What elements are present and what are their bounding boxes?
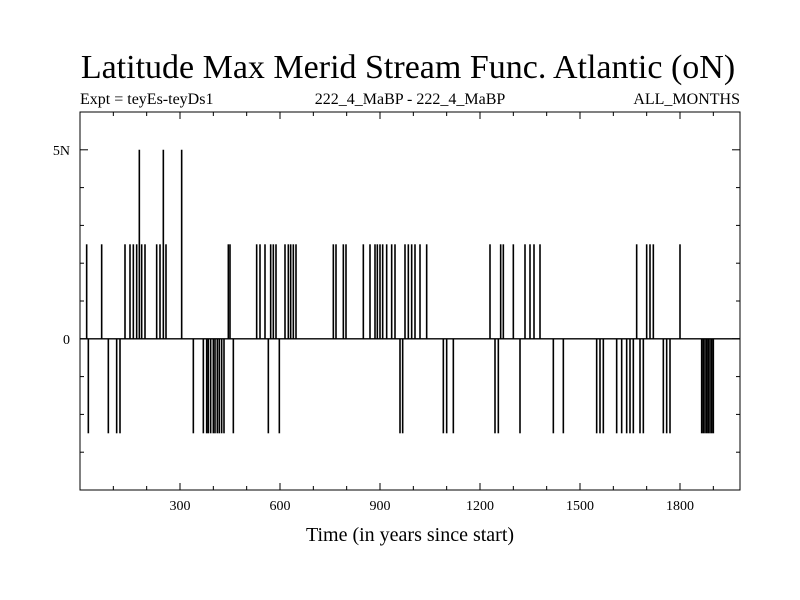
x-tick-label: 900 — [370, 499, 391, 514]
x-axis-label: Time (in years since start) — [306, 524, 514, 546]
x-tick-label: 600 — [270, 499, 291, 514]
data-marks — [80, 149, 740, 434]
subtitle-period: 222_4_MaBP - 222_4_MaBP — [315, 91, 506, 108]
plot-frame — [79, 111, 741, 491]
axis-ticks: 300 600 900 1200 1500 1800 0 5N — [53, 112, 740, 514]
subtitle-expt: Expt = teyEs-teyDs1 — [80, 91, 213, 108]
x-tick-label: 1200 — [466, 499, 494, 514]
x-tick-label: 1800 — [666, 499, 694, 514]
chart-title: Latitude Max Merid Stream Func. Atlantic… — [81, 49, 735, 86]
x-tick-label: 1500 — [566, 499, 594, 514]
y-tick-label: 0 — [63, 333, 70, 348]
subtitle-months: ALL_MONTHS — [633, 91, 740, 108]
x-tick-label: 300 — [170, 499, 191, 514]
y-tick-label: 5N — [53, 144, 70, 159]
